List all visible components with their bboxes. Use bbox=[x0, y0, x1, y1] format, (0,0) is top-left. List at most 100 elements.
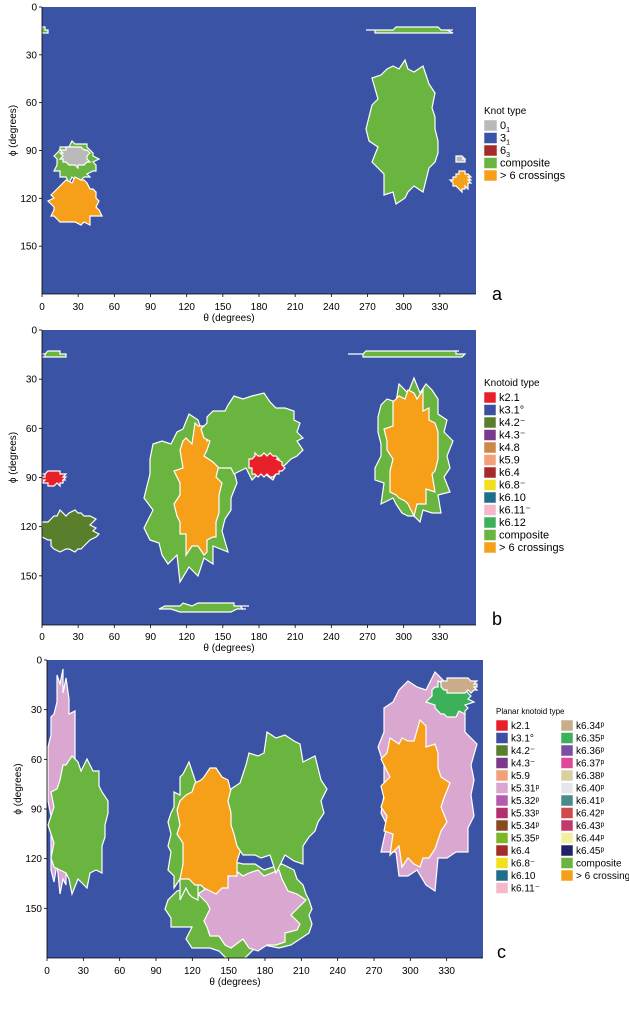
legend-swatch bbox=[495, 719, 509, 732]
y-tick-label: 60 bbox=[26, 424, 38, 435]
x-axis-label: θ (degrees) bbox=[203, 313, 254, 324]
legend-label: 31 bbox=[500, 133, 510, 147]
panel-b: 0 30 60 90 120 150 180 210 240 270 300 330 0 30 60 90 12… bbox=[8, 326, 565, 655]
legend-swatch bbox=[495, 832, 509, 844]
region-k6-34- bbox=[440, 677, 479, 694]
y-tick-label: 30 bbox=[31, 705, 43, 716]
legend-swatch bbox=[483, 441, 497, 454]
legend-label: k6.8⁻ bbox=[499, 480, 526, 492]
legend-swatch bbox=[495, 782, 509, 794]
legend-label: k6.34ᵖ bbox=[576, 721, 604, 732]
legend-label: k6.35ᵖ bbox=[576, 734, 604, 745]
x-tick-label: 120 bbox=[178, 302, 195, 313]
legend-swatch bbox=[483, 391, 497, 404]
x-tick-label: 0 bbox=[39, 302, 45, 313]
legend-label: k6.10 bbox=[511, 871, 536, 882]
legend-label: k6.45ᵖ bbox=[576, 846, 604, 857]
legend-swatch bbox=[495, 757, 509, 769]
legend-swatch bbox=[483, 504, 497, 516]
legend-swatch bbox=[483, 429, 497, 441]
legend-swatch bbox=[560, 807, 574, 819]
legend-label: k6.42ᵖ bbox=[576, 809, 604, 820]
x-tick-label: 150 bbox=[220, 966, 237, 977]
legend-swatch bbox=[483, 541, 497, 554]
legend-swatch bbox=[560, 744, 574, 757]
x-tick-label: 240 bbox=[323, 302, 340, 313]
legend-swatch bbox=[560, 732, 574, 744]
y-tick-label: 0 bbox=[36, 656, 42, 667]
legend-swatch bbox=[495, 857, 509, 869]
legend-swatch bbox=[495, 807, 509, 819]
x-tick-label: 210 bbox=[293, 966, 310, 977]
legend-swatch bbox=[560, 832, 574, 844]
legend-label: > 6 crossings bbox=[576, 871, 629, 882]
legend-label: k5.9 bbox=[511, 771, 530, 782]
legend-label: k6.11⁻ bbox=[499, 505, 531, 517]
legend-swatch bbox=[483, 491, 497, 504]
legend-swatch bbox=[483, 454, 497, 466]
legend-label: composite bbox=[499, 530, 549, 542]
x-tick-label: 270 bbox=[366, 966, 383, 977]
x-tick-label: 60 bbox=[114, 966, 126, 977]
x-tick-label: 30 bbox=[73, 632, 85, 643]
region-composite bbox=[42, 26, 49, 34]
legend-label: k5.9 bbox=[499, 455, 520, 467]
x-tick-label: 330 bbox=[431, 632, 448, 643]
region-k2-1 bbox=[248, 451, 286, 478]
legend-swatch bbox=[560, 819, 574, 832]
legend-label: k5.32ᵖ bbox=[511, 796, 539, 807]
region-0- bbox=[455, 155, 467, 163]
legend-label: k6.8⁻ bbox=[511, 859, 535, 870]
panel-a: 0 30 60 90 120 150 180 210 240 270 300 330 0 30 60 90 12… bbox=[8, 3, 566, 325]
legend-label: k5.31ᵖ bbox=[511, 784, 539, 795]
legend-swatch bbox=[483, 516, 497, 529]
legend-swatch bbox=[495, 769, 509, 782]
x-tick-label: 270 bbox=[359, 632, 376, 643]
legend: Knotoid typek2.1k3.1°k4.2⁻k4.3⁻k4.8k5.9k… bbox=[483, 378, 565, 554]
x-tick-label: 300 bbox=[395, 302, 412, 313]
legend-swatch bbox=[495, 732, 509, 744]
y-tick-label: 30 bbox=[26, 50, 38, 61]
legend-label: k6.37ᵖ bbox=[576, 759, 604, 770]
legend-label: composite bbox=[500, 158, 550, 170]
x-tick-label: 0 bbox=[39, 632, 45, 643]
legend-label: > 6 crossings bbox=[500, 170, 566, 182]
panel-letter: c bbox=[497, 942, 506, 962]
legend-label: k3.1° bbox=[511, 734, 534, 745]
legend-label: k5.33ᵖ bbox=[511, 809, 539, 820]
legend-label: 63 bbox=[500, 145, 510, 159]
x-tick-label: 180 bbox=[251, 632, 268, 643]
legend-label: k2.1 bbox=[499, 392, 520, 404]
legend-swatch bbox=[560, 719, 574, 732]
legend-label: k6.41ᵖ bbox=[576, 796, 604, 807]
legend-label: k4.3⁻ bbox=[499, 430, 526, 442]
legend-label: k4.3⁻ bbox=[511, 759, 535, 770]
y-axis-label: ϕ (degrees) bbox=[8, 105, 19, 156]
legend: Planar knotoid typek2.1k3.1°k4.2⁻k4.3⁻k5… bbox=[495, 707, 629, 895]
region-composite bbox=[366, 26, 454, 34]
x-tick-label: 30 bbox=[73, 302, 85, 313]
x-axis-label: θ (degrees) bbox=[209, 977, 260, 988]
legend-swatch bbox=[560, 857, 574, 869]
legend-label: k6.12 bbox=[499, 517, 526, 529]
region--6-crossings bbox=[448, 170, 473, 194]
legend-label: k3.1° bbox=[499, 405, 524, 417]
legend-label: k6.10 bbox=[499, 492, 526, 504]
x-tick-label: 240 bbox=[323, 632, 340, 643]
region-k2-1 bbox=[42, 470, 68, 488]
y-tick-label: 120 bbox=[20, 522, 37, 533]
y-tick-label: 150 bbox=[25, 904, 42, 915]
legend-label: k6.4 bbox=[511, 846, 530, 857]
legend-swatch bbox=[560, 844, 574, 857]
legend-title: Knotoid type bbox=[484, 378, 540, 389]
x-tick-label: 150 bbox=[214, 632, 231, 643]
y-tick-label: 60 bbox=[31, 755, 43, 766]
x-tick-label: 180 bbox=[251, 302, 268, 313]
legend-swatch bbox=[560, 782, 574, 794]
y-tick-label: 90 bbox=[26, 146, 38, 157]
legend-swatch bbox=[483, 132, 498, 144]
x-tick-label: 330 bbox=[431, 302, 448, 313]
legend-label: 01 bbox=[500, 120, 510, 134]
legend-label: k6.40ᵖ bbox=[576, 784, 604, 795]
